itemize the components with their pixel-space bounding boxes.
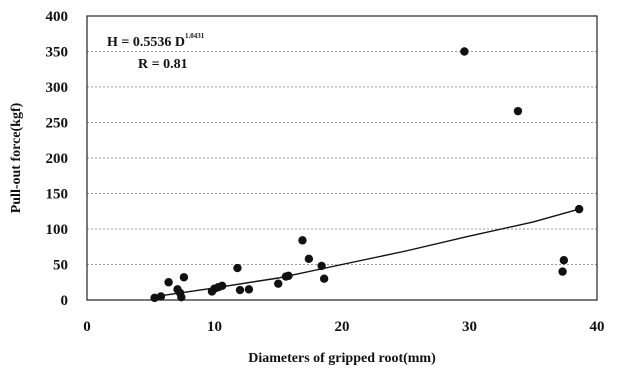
data-point bbox=[150, 293, 159, 303]
data-point bbox=[284, 271, 293, 281]
data-point bbox=[298, 236, 307, 245]
data-point bbox=[274, 279, 283, 288]
x-tick-label: 10 bbox=[207, 319, 222, 335]
x-tick-label: 30 bbox=[462, 319, 477, 335]
data-point bbox=[574, 204, 584, 214]
data-point bbox=[460, 47, 469, 56]
gridlines bbox=[87, 51, 597, 265]
data-point bbox=[317, 261, 326, 271]
fit-curve-group bbox=[150, 208, 580, 298]
data-point bbox=[304, 254, 314, 264]
data-point bbox=[513, 106, 523, 116]
x-tick-label: 0 bbox=[83, 319, 91, 335]
y-tick-label: 150 bbox=[46, 187, 69, 203]
equation-label: H = 0.5536 D1.0431 bbox=[107, 32, 205, 50]
data-point bbox=[319, 274, 329, 283]
y-tick-label: 100 bbox=[46, 222, 69, 238]
y-tick-label: 300 bbox=[46, 80, 69, 96]
fit-curve bbox=[150, 208, 580, 298]
data-point bbox=[177, 292, 186, 302]
x-tick-labels: 0 10 20 30 40 bbox=[83, 319, 604, 335]
y-tick-label: 400 bbox=[46, 9, 69, 25]
data-point bbox=[233, 263, 242, 273]
plot-frame bbox=[86, 15, 598, 301]
data-point bbox=[244, 285, 254, 294]
data-point bbox=[558, 267, 567, 276]
x-tick-label: 40 bbox=[590, 319, 605, 335]
data-point bbox=[179, 273, 189, 282]
y-tick-label: 250 bbox=[46, 116, 69, 132]
y-tick-label: 0 bbox=[61, 293, 69, 309]
data-point bbox=[217, 281, 227, 290]
data-point bbox=[559, 256, 569, 265]
y-axis-title: Pull-out force(kgf) bbox=[9, 102, 24, 213]
y-tick-label: 50 bbox=[53, 258, 68, 274]
data-point bbox=[156, 292, 166, 301]
r-value-label: R = 0.81 bbox=[138, 57, 188, 72]
data-point bbox=[235, 285, 245, 295]
data-point bbox=[164, 278, 173, 287]
x-tick-label: 20 bbox=[335, 319, 350, 335]
y-tick-labels: 0 50 100 150 200 250 300 350 400 bbox=[46, 9, 69, 309]
y-tick-label: 350 bbox=[46, 45, 69, 61]
y-tick-label: 200 bbox=[46, 151, 69, 167]
x-axis-title: Diameters of gripped root(mm) bbox=[248, 351, 436, 366]
data-points bbox=[150, 47, 584, 303]
